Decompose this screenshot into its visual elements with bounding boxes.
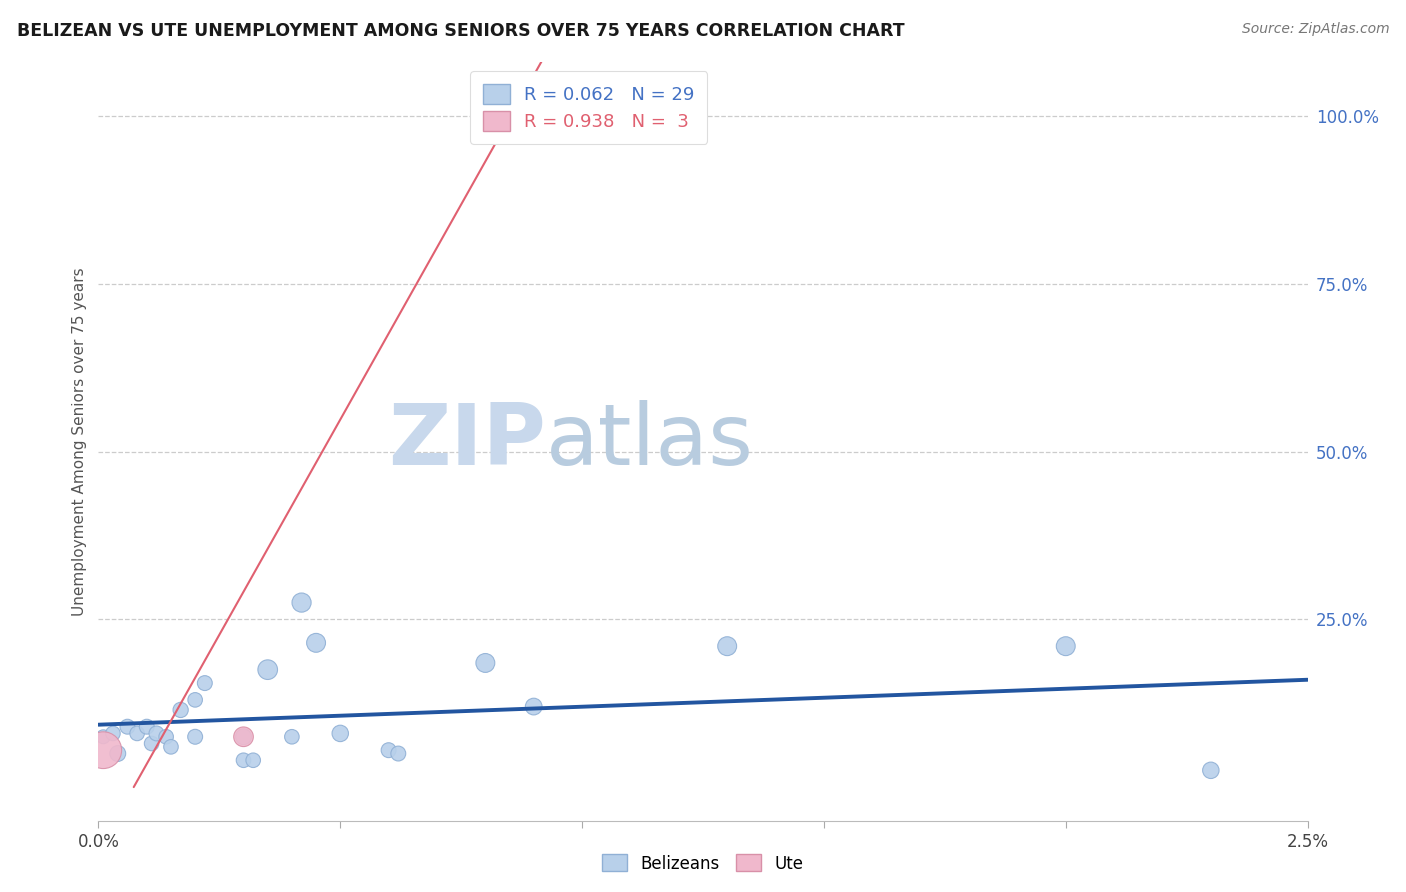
Text: Source: ZipAtlas.com: Source: ZipAtlas.com xyxy=(1241,22,1389,37)
Point xyxy=(194,676,217,690)
Legend: R = 0.062   N = 29, R = 0.938   N =  3: R = 0.062 N = 29, R = 0.938 N = 3 xyxy=(470,71,707,144)
Point xyxy=(377,743,399,757)
Point xyxy=(107,747,129,761)
Point xyxy=(145,726,167,740)
Point xyxy=(281,730,304,744)
Point xyxy=(232,730,254,744)
Point xyxy=(523,699,546,714)
Point xyxy=(242,753,264,767)
Point xyxy=(1199,764,1222,778)
Point xyxy=(470,109,492,123)
Point xyxy=(184,730,207,744)
Point xyxy=(91,730,114,744)
Point xyxy=(127,726,149,740)
Point xyxy=(232,753,254,767)
Point xyxy=(256,663,278,677)
Point xyxy=(184,693,207,707)
Point xyxy=(117,720,139,734)
Point xyxy=(1054,639,1077,653)
Point xyxy=(169,703,191,717)
Y-axis label: Unemployment Among Seniors over 75 years: Unemployment Among Seniors over 75 years xyxy=(72,268,87,615)
Point xyxy=(329,726,352,740)
Point xyxy=(141,736,163,750)
Point xyxy=(232,730,254,744)
Point xyxy=(716,639,738,653)
Point xyxy=(135,720,157,734)
Point xyxy=(387,747,409,761)
Text: BELIZEAN VS UTE UNEMPLOYMENT AMONG SENIORS OVER 75 YEARS CORRELATION CHART: BELIZEAN VS UTE UNEMPLOYMENT AMONG SENIO… xyxy=(17,22,904,40)
Point xyxy=(474,656,496,670)
Point xyxy=(155,730,177,744)
Text: atlas: atlas xyxy=(546,400,754,483)
Point xyxy=(91,743,114,757)
Point xyxy=(160,739,183,754)
Text: ZIP: ZIP xyxy=(388,400,546,483)
Legend: Belizeans, Ute: Belizeans, Ute xyxy=(596,847,810,880)
Point xyxy=(290,596,312,610)
Point xyxy=(305,636,328,650)
Point xyxy=(101,726,124,740)
